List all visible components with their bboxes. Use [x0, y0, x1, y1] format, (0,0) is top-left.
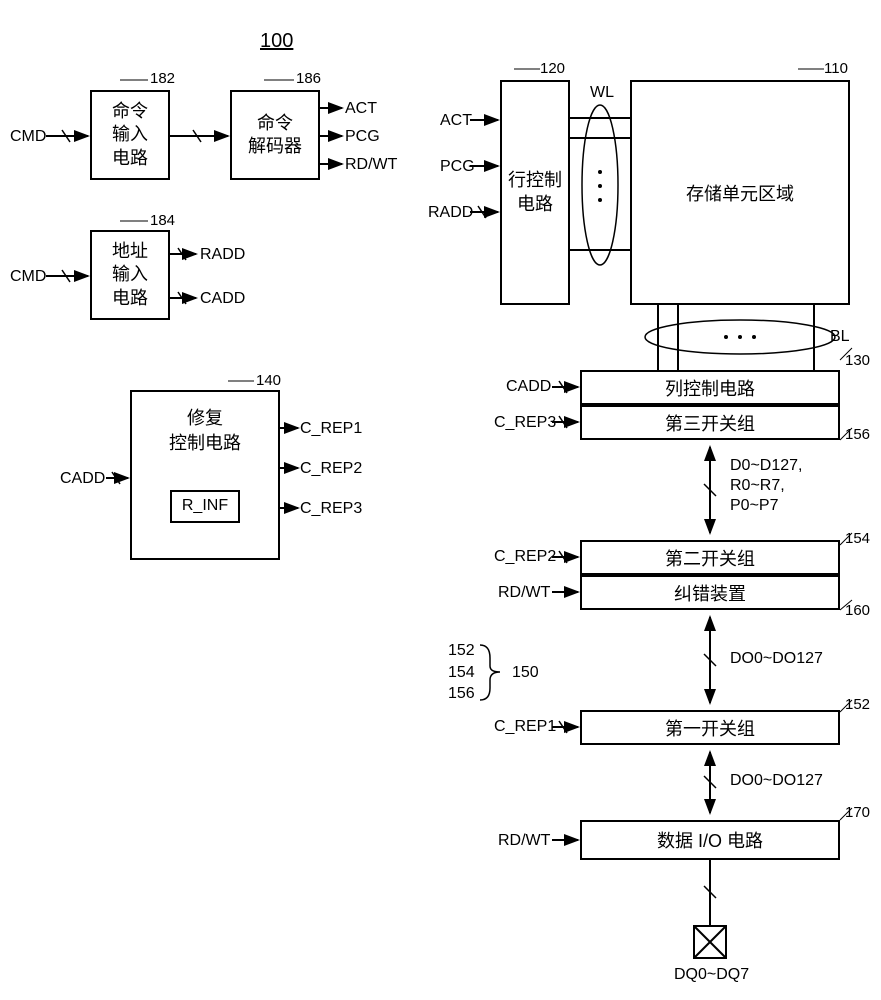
- sw2-label: 第二开关组: [665, 545, 755, 571]
- ecc-label: 纠错装置: [674, 580, 746, 606]
- sig-act2: ACT: [440, 112, 472, 130]
- row-ctrl-label: 行控制 电路: [508, 169, 562, 216]
- sig-bus1: D0~D127, R0~R7, P0~P7: [730, 456, 803, 516]
- sw1-block: 第一开关组: [580, 710, 840, 745]
- ref-156: 156: [845, 426, 870, 443]
- sw1-label: 第一开关组: [665, 715, 755, 741]
- ref-130: 130: [845, 352, 870, 369]
- cmd-input-block: 命令 输入 电路: [90, 90, 170, 180]
- mem-array-block: 存储单元区域: [630, 80, 850, 305]
- sig-crep1-2: C_REP1: [494, 718, 556, 736]
- sig-bus2: DO0~DO127: [730, 650, 823, 668]
- addr-input-block: 地址 输入 电路: [90, 230, 170, 320]
- sig-rdwt3: RD/WT: [498, 832, 550, 850]
- ref-184: 184: [150, 212, 175, 229]
- ref-160: 160: [845, 602, 870, 619]
- group-ref: 150: [512, 664, 539, 682]
- repair-ctrl-label: 修复 控制电路: [169, 406, 241, 456]
- col-ctrl-label: 列控制电路: [665, 375, 755, 401]
- dio-block: 数据 I/O 电路: [580, 820, 840, 860]
- sig-cmd1: CMD: [10, 128, 46, 146]
- sig-pcg2: PCG: [440, 158, 475, 176]
- ref-186: 186: [296, 70, 321, 87]
- ref-170: 170: [845, 804, 870, 821]
- sig-cadd2: CADD: [506, 378, 551, 396]
- sig-bl: BL: [830, 328, 850, 346]
- sig-act: ACT: [345, 100, 377, 118]
- mem-array-label: 存储单元区域: [686, 180, 794, 206]
- sig-pcg: PCG: [345, 128, 380, 146]
- sw3-block: 第三开关组: [580, 405, 840, 440]
- sig-crep2-2: C_REP2: [494, 548, 556, 566]
- row-ctrl-block: 行控制 电路: [500, 80, 570, 305]
- repair-inner-rinf: R_INF: [170, 490, 240, 523]
- sig-rdwt: RD/WT: [345, 156, 397, 174]
- group-members: 152 154 156: [448, 640, 475, 705]
- ref-120: 120: [540, 60, 565, 77]
- ref-152: 152: [845, 696, 870, 713]
- sig-bus3: DO0~DO127: [730, 772, 823, 790]
- sig-crep1: C_REP1: [300, 420, 362, 438]
- sw2-block: 第二开关组: [580, 540, 840, 575]
- cmd-input-label: 命令 输入 电路: [112, 100, 148, 170]
- ref-154: 154: [845, 530, 870, 547]
- dio-label: 数据 I/O 电路: [657, 827, 763, 853]
- ref-182: 182: [150, 70, 175, 87]
- repair-ctrl-block: 修复 控制电路 R_INF: [130, 390, 280, 560]
- cmd-decoder-block: 命令 解码器: [230, 90, 320, 180]
- sig-crep2: C_REP2: [300, 460, 362, 478]
- ecc-block: 纠错装置: [580, 575, 840, 610]
- figure-ref: 100: [260, 30, 293, 53]
- cmd-decoder-label: 命令 解码器: [248, 112, 302, 159]
- sig-wl: WL: [590, 84, 614, 102]
- sig-crep3-2: C_REP3: [494, 414, 556, 432]
- col-ctrl-block: 列控制电路: [580, 370, 840, 405]
- sig-cadd-in: CADD: [60, 470, 105, 488]
- sig-rdwt2: RD/WT: [498, 584, 550, 602]
- sig-dq: DQ0~DQ7: [674, 966, 749, 984]
- ref-140: 140: [256, 372, 281, 389]
- addr-input-label: 地址 输入 电路: [112, 240, 148, 310]
- sw3-label: 第三开关组: [665, 410, 755, 436]
- sig-cmd2: CMD: [10, 268, 46, 286]
- sig-radd2: RADD: [428, 204, 473, 222]
- sig-cadd: CADD: [200, 290, 245, 308]
- sig-crep3: C_REP3: [300, 500, 362, 518]
- sig-radd: RADD: [200, 246, 245, 264]
- ref-110: 110: [824, 60, 848, 77]
